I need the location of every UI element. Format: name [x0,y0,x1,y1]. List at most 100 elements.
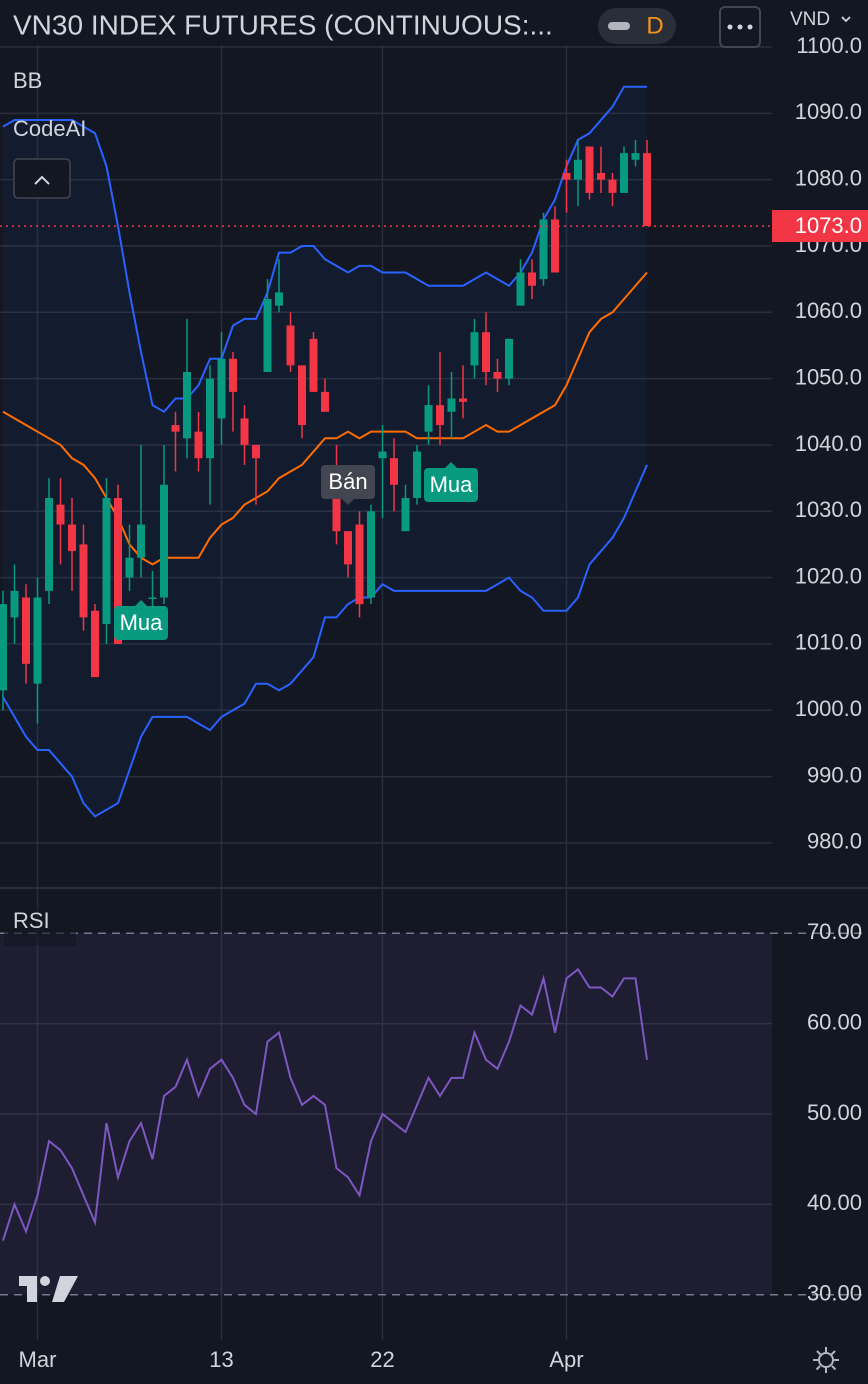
candle-body [516,272,525,306]
settings-icon[interactable] [813,1347,839,1373]
signal-box [114,606,168,640]
interval[interactable]: D [646,12,663,39]
y-tick-label: 1020.0 [795,563,862,588]
candle-body [551,219,559,273]
currency-chevron [841,16,851,23]
collapse-button[interactable] [13,158,71,199]
signal-label: Mua [430,472,474,497]
indicator-label[interactable]: CodeAI [13,116,86,141]
candle-body [183,371,191,439]
candle-body [528,272,536,286]
candle-body [206,378,214,459]
candle-body [91,610,99,678]
candle-body [378,451,387,459]
indicator-label: RSI [13,908,50,933]
x-tick-label: 13 [209,1347,233,1372]
candle-body [10,590,19,618]
y-tick-label: 30.00 [807,1281,862,1306]
rsi-band [0,933,772,1295]
candle-body [229,358,237,392]
candle-body [321,391,329,412]
signal-label: Mua [120,610,164,635]
y-tick-label: 1080.0 [795,165,862,190]
y-tick-label: 1090.0 [795,99,862,124]
candle-body [332,471,341,532]
y-tick-label: 990.0 [807,762,862,787]
candle-body [160,484,168,598]
candle-body [286,325,295,366]
y-tick-label: 1100.0 [796,33,862,58]
candle-body [562,173,571,180]
candle-body [114,498,122,644]
candle-body [79,544,88,618]
more-button[interactable] [719,6,761,48]
candle-body [0,604,7,691]
x-tick-label: Mar [19,1347,57,1372]
currency[interactable]: VND [790,9,830,30]
y-tick-label: 1010.0 [795,630,862,655]
candle-body [367,511,375,598]
overlay-layer: 980.0 990.0 1000.0 1010.0 1020.0 1030.0 1040.0… [2,33,868,1372]
interval-toggle[interactable] [598,8,676,44]
candle-body [137,524,145,558]
candle-body [125,557,134,578]
y-tick-label: 50.00 [807,1100,862,1125]
candle-body [482,332,490,372]
y-tick-label: 1060.0 [795,298,862,323]
tradingview-logo [19,1276,78,1302]
candle-body [45,498,53,591]
candle-body [298,365,306,426]
candle-body [459,398,467,402]
candle-body [585,146,594,193]
candle-body [33,597,42,684]
rsi-line [2,967,648,1241]
candle-body [597,173,605,180]
collapse-icon [34,175,50,185]
candle-body [275,292,283,306]
candle-body [22,597,30,664]
candle-body [217,358,226,419]
signal-pointer [342,499,354,505]
candle-body [493,371,502,379]
candle-body [194,431,203,459]
y-tick-label: 1000.0 [795,696,862,721]
candle-body [643,153,651,227]
band-line [2,464,648,818]
y-tick-label: 1040.0 [795,431,862,456]
y-tick-label: 980.0 [807,829,862,854]
signal-box [321,465,375,499]
candle-body [436,405,444,426]
candle-body [240,418,249,445]
y-tick-label: 60.00 [807,1009,862,1034]
signal-box [424,468,478,502]
candle-body [505,338,513,379]
y-tick-label: 1030.0 [795,497,862,522]
signal-pointer [135,600,147,606]
candle-body [390,458,398,485]
candle-body [252,444,260,459]
signal-pointer [445,462,457,468]
x-tick-label: 22 [370,1347,394,1372]
y-tick-label: 70.00 [807,919,862,944]
candle-body [171,425,180,432]
signal-label: Bán [328,469,367,494]
x-tick-label: Apr [549,1347,583,1372]
candle-body [631,153,640,160]
candle-body [355,524,364,605]
candle-body [539,219,548,280]
y-tick-label: 1050.0 [795,364,862,389]
candle-body [102,498,111,625]
candle-body [344,531,352,565]
candle-body [148,597,157,599]
candle-body [470,332,479,366]
candle-body [620,153,628,193]
candle-body [56,504,65,525]
last-price-label: 1073.0 [795,213,862,238]
indicator-label[interactable]: BB [13,68,42,93]
candle-body [608,179,617,193]
candle-body [424,405,433,432]
last-price-box [772,210,868,243]
symbol-title[interactable]: VN30 INDEX FUTURES (CONTINUOUS:... [13,9,553,40]
